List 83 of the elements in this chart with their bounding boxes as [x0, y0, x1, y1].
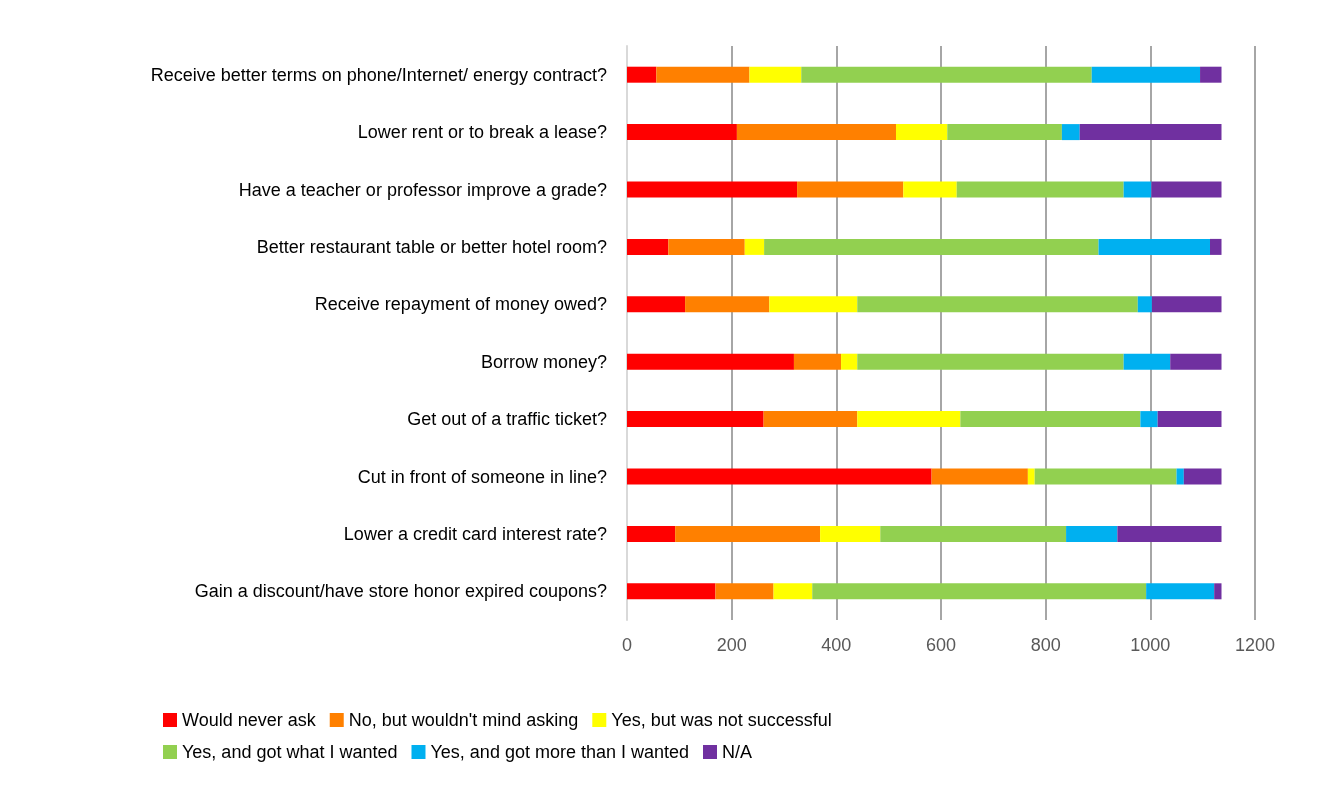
bar [1183, 468, 1222, 485]
bar [773, 583, 813, 600]
legend-label: Yes, and got more than I wanted [430, 742, 690, 762]
bar [627, 525, 676, 542]
legend-label: Yes, and got what I wanted [182, 742, 398, 762]
bar [903, 181, 957, 198]
bar [627, 411, 764, 428]
bar [857, 296, 1138, 313]
bar [857, 411, 961, 428]
bar [627, 66, 657, 83]
bar [627, 296, 686, 313]
bar [1146, 583, 1215, 600]
bar [627, 468, 932, 485]
legend-label: Yes, but was not successful [611, 710, 832, 730]
x-tick-label: 600 [925, 635, 957, 655]
bar [801, 66, 1092, 83]
bar [1034, 468, 1177, 485]
y-tick-label: Gain a discount/have store honor expired coupons? [194, 581, 607, 602]
legend-label: N/A [722, 742, 753, 762]
bar [1123, 181, 1152, 198]
bar [627, 583, 716, 600]
y-tick-label: Lower a credit card interest rate? [343, 523, 607, 544]
bar [1140, 411, 1158, 428]
y-tick-label: Receive better terms on phone/Internet/ energy contract? [150, 64, 607, 85]
bar [763, 411, 858, 428]
legend-label: No, but wouldn't mind asking [348, 710, 579, 730]
bar [656, 66, 750, 83]
bar [1209, 238, 1222, 255]
bar [841, 353, 858, 370]
y-tick-label: Lower rent or to break a lease? [357, 122, 607, 143]
bar [1091, 66, 1201, 83]
x-tick-label: 1000 [1130, 635, 1171, 655]
bar [744, 238, 765, 255]
bar [857, 353, 1124, 370]
x-tick-label: 200 [716, 635, 747, 655]
bar [1079, 124, 1222, 141]
bar [820, 525, 881, 542]
bar [668, 238, 745, 255]
bar [880, 525, 1067, 542]
bar [1066, 525, 1118, 542]
bar [931, 468, 1028, 485]
bar [1137, 296, 1152, 313]
bar [749, 66, 802, 83]
bar [715, 583, 774, 600]
y-tick-label: Get out of a traffic ticket? [407, 409, 607, 430]
bar [1117, 525, 1222, 542]
x-tick-label: 800 [1030, 635, 1061, 655]
x-tick-label: 1200 [1234, 635, 1276, 655]
bar [627, 124, 737, 141]
x-tick-label: 0 [621, 635, 633, 655]
y-tick-label: Have a teacher or professor improve a grade? [238, 179, 607, 200]
y-tick-label: Receive repayment of money owed? [314, 294, 607, 315]
legend-label: Would never ask [182, 710, 317, 730]
bar [1214, 583, 1222, 600]
bar [627, 238, 669, 255]
bar [793, 353, 842, 370]
bar [812, 583, 1147, 600]
bar [1061, 124, 1080, 141]
y-tick-label: Borrow money? [480, 351, 607, 372]
bar [764, 238, 1099, 255]
bar [956, 181, 1124, 198]
x-tick-label: 400 [821, 635, 852, 655]
bar [1098, 238, 1210, 255]
bar [769, 296, 858, 313]
bar [1151, 181, 1222, 198]
bar [960, 411, 1141, 428]
bar [1151, 296, 1222, 313]
bar [685, 296, 770, 313]
bar [1200, 66, 1222, 83]
y-tick-label: Better restaurant table or better hotel room? [256, 236, 607, 257]
bar [627, 353, 794, 370]
bar [736, 124, 896, 141]
bar [947, 124, 1062, 141]
y-tick-label: Cut in front of someone in line? [357, 466, 607, 487]
bar [675, 525, 821, 542]
bar [1157, 411, 1222, 428]
bar [1176, 468, 1184, 485]
bar [797, 181, 904, 198]
bar [1027, 468, 1035, 485]
bar [895, 124, 948, 141]
bar [1170, 353, 1222, 370]
bar [1123, 353, 1171, 370]
bar [627, 181, 798, 198]
